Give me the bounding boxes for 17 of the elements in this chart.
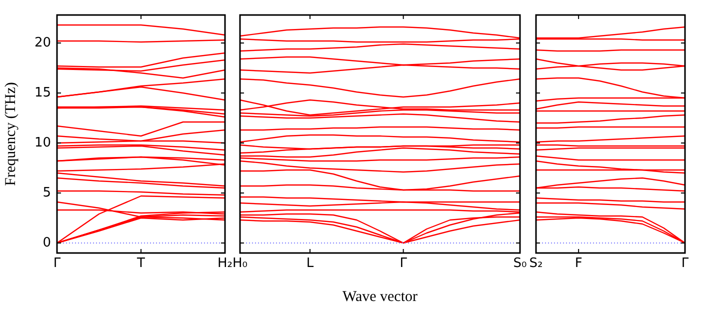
x-tick-label: H₂ [218,256,232,272]
x-tick-label: S₂ [529,256,543,272]
x-tick-label: H₀ [232,256,248,272]
x-tick-label: Γ [681,256,690,272]
x-tick-label: T [136,256,146,272]
x-tick-label: Γ [53,256,62,272]
x-tick-label: F [574,256,582,272]
x-axis-title: Wave vector [342,288,418,305]
y-tick-label: 0 [42,235,51,250]
y-tick-label: 10 [34,135,51,150]
y-tick-label: 5 [42,185,51,200]
x-tick-label: L [306,256,314,272]
y-tick-label: 20 [34,35,51,50]
y-axis-title: Frequency (THz) [2,82,19,186]
x-tick-label: Γ [400,256,408,272]
x-tick-label: S₀ [513,256,527,272]
y-tick-label: 15 [34,85,51,100]
